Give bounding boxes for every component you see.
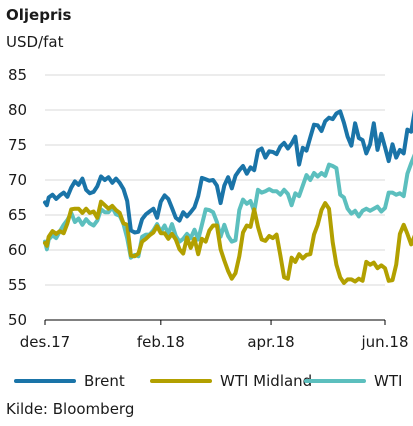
chart-title: Oljepris	[6, 6, 72, 24]
oil-price-line-chart: 85 80 75 70 65 60 55 50 des.17 feb.18 apr.18 jun.18	[8, 66, 413, 351]
y-tick-label-60: 60	[8, 241, 27, 259]
legend-label-wti: WTI	[374, 372, 403, 390]
series-line-wti-midland	[43, 199, 413, 285]
y-tick-label-85: 85	[8, 66, 27, 84]
series-line-brent	[43, 109, 413, 235]
series-line-wti	[43, 153, 413, 260]
x-tick-label-1: feb.18	[137, 333, 185, 351]
legend-swatch-wti	[304, 379, 366, 383]
y-tick-label-80: 80	[8, 101, 27, 119]
y-tick-label-50: 50	[8, 311, 27, 329]
x-tick-label-3: jun.18	[360, 333, 408, 351]
legend-swatch-wti-midland	[150, 379, 212, 383]
y-tick-label-75: 75	[8, 136, 27, 154]
legend-item-brent: Brent	[14, 372, 125, 390]
y-tick-label-70: 70	[8, 171, 27, 189]
y-tick-label-55: 55	[8, 276, 27, 294]
legend-swatch-brent	[14, 379, 76, 383]
legend-label-brent: Brent	[84, 372, 125, 390]
source-note: Kilde: Bloomberg	[6, 400, 135, 418]
y-axis-unit-label: USD/fat	[6, 33, 64, 51]
x-tick-label-2: apr.18	[247, 333, 294, 351]
legend-item-wti-midland: WTI Midland	[150, 372, 312, 390]
legend-label-wti-midland: WTI Midland	[220, 372, 313, 390]
legend-item-wti: WTI	[304, 372, 402, 390]
x-tick-label-0: des.17	[20, 333, 70, 351]
y-tick-label-65: 65	[8, 206, 27, 224]
